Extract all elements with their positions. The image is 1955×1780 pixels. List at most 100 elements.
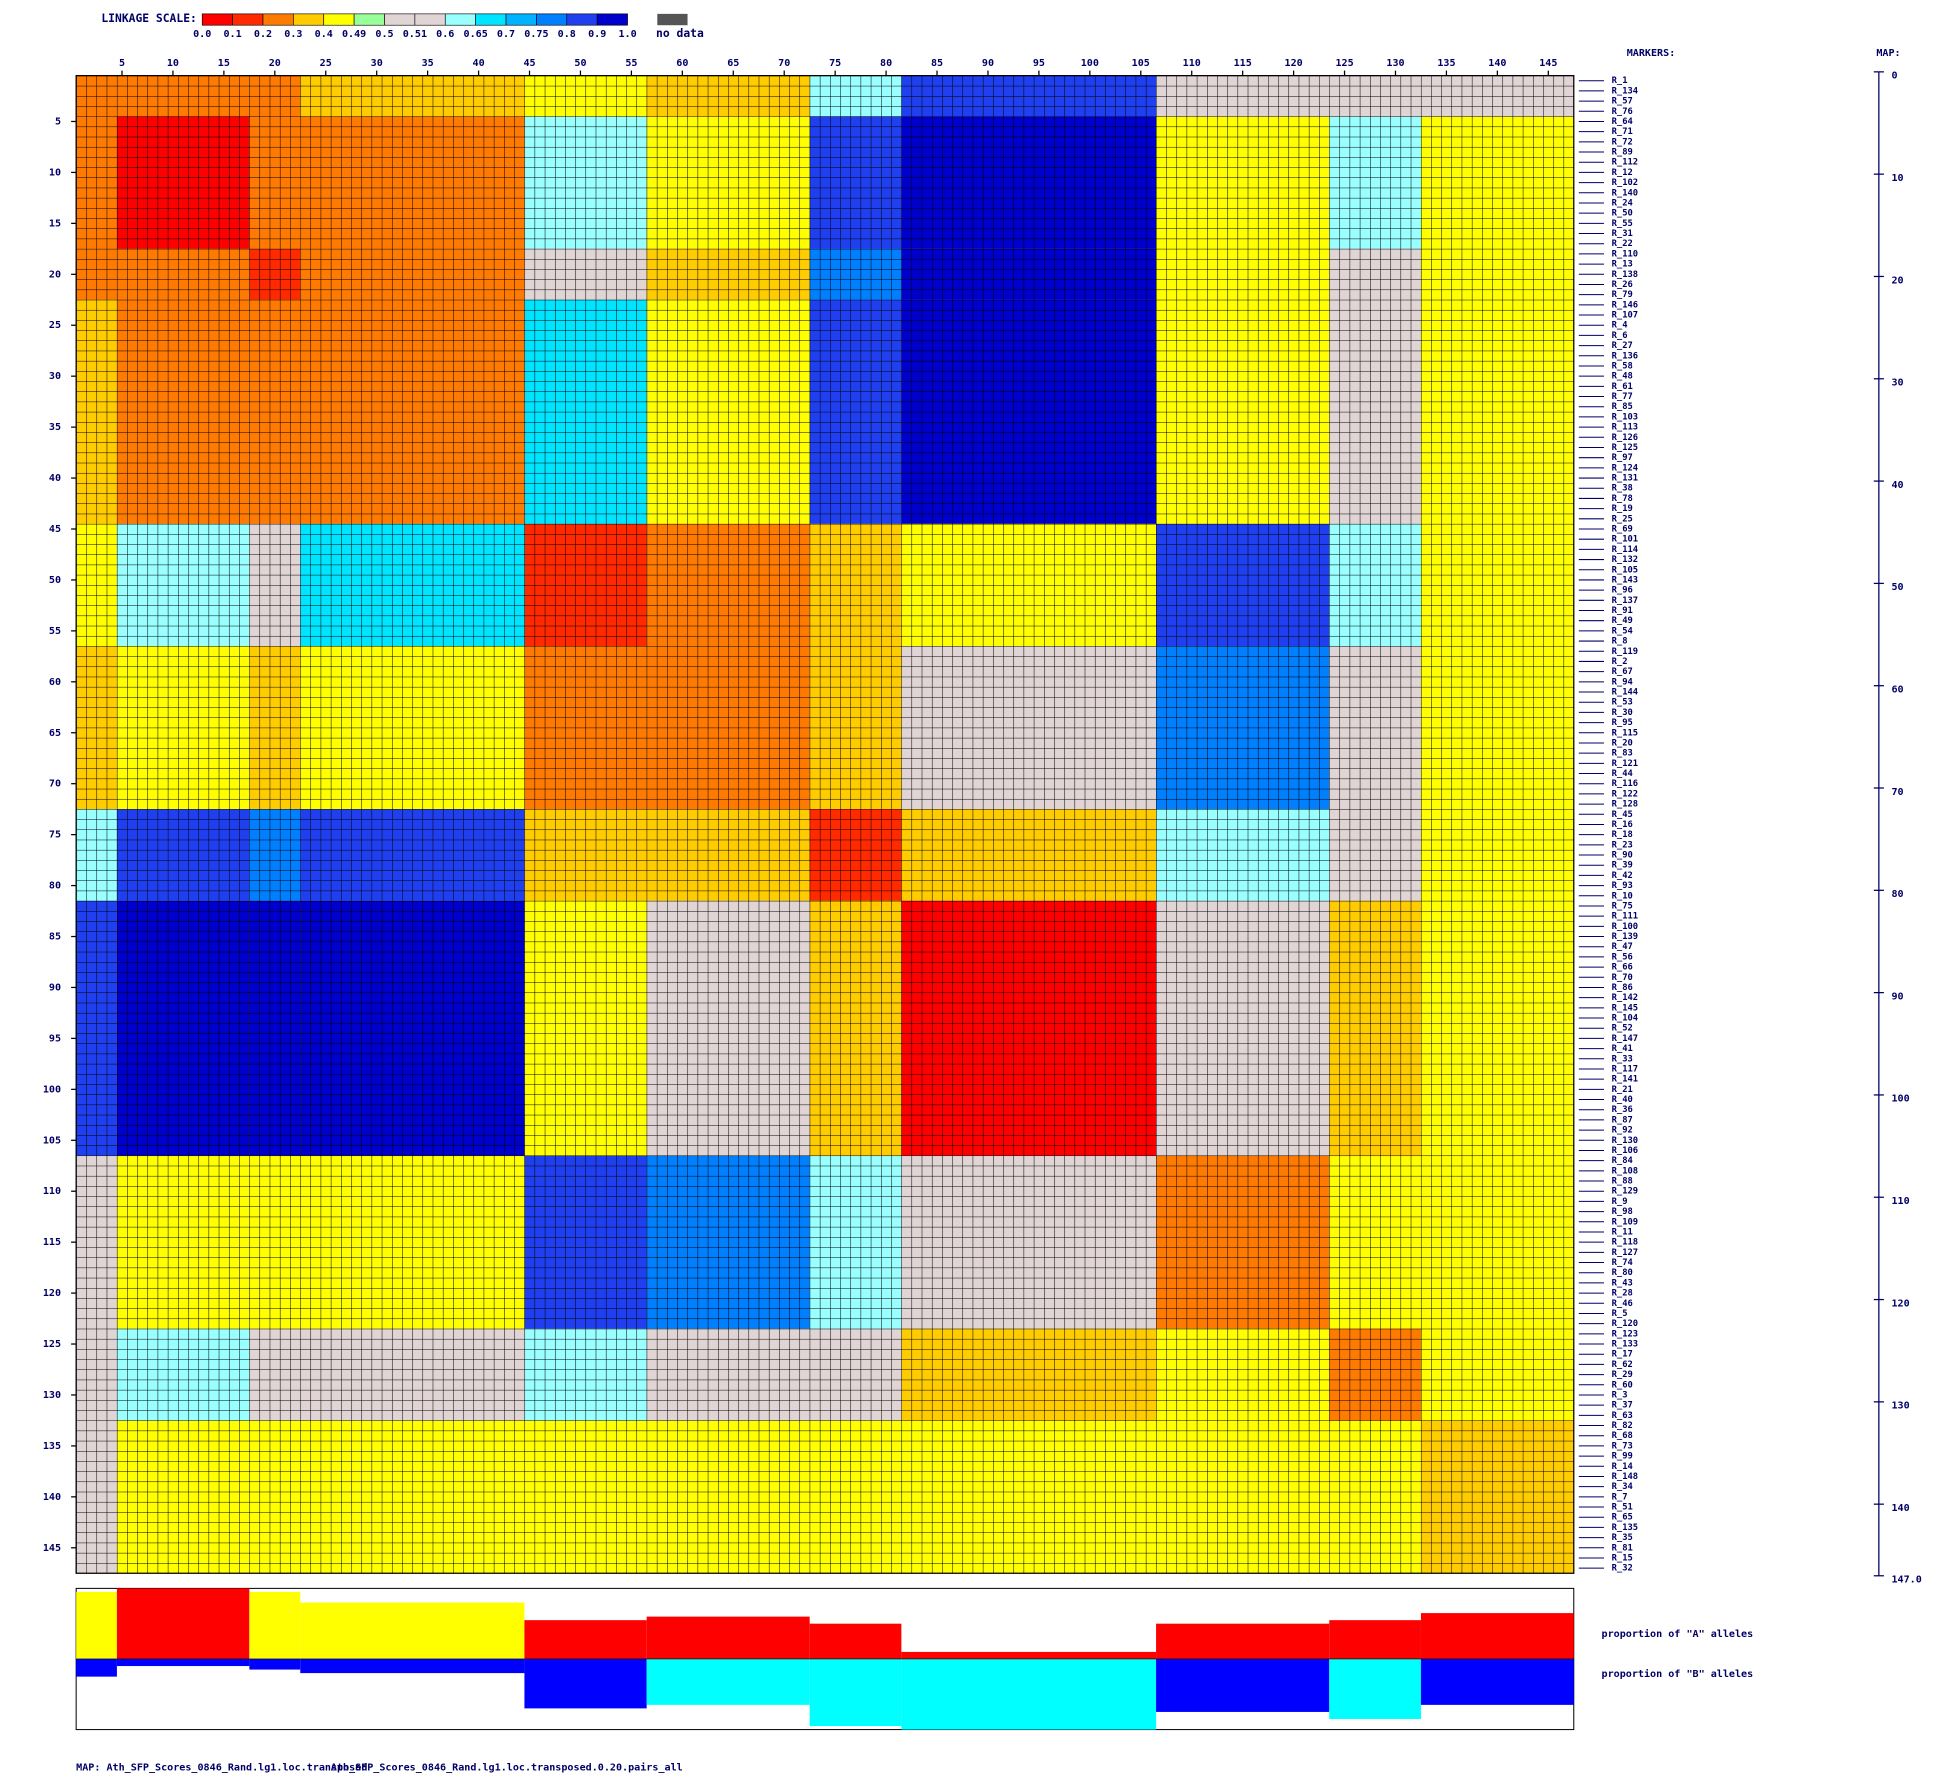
y-tick-label: 105 <box>43 1135 61 1146</box>
y-tick-label: 125 <box>43 1339 61 1350</box>
marker-label: R_144 <box>1612 688 1639 698</box>
marker-label: R_98 <box>1612 1207 1633 1217</box>
marker-label: R_33 <box>1612 1054 1633 1064</box>
marker-label: R_120 <box>1612 1319 1639 1329</box>
proportion-bar <box>1329 1658 1421 1719</box>
marker-label: R_7 <box>1612 1492 1628 1502</box>
marker-label: R_24 <box>1612 198 1633 208</box>
x-tick-label: 55 <box>625 58 637 69</box>
marker-label: R_61 <box>1612 382 1633 392</box>
proportion-bar <box>1420 1658 1574 1705</box>
marker-label: R_22 <box>1612 239 1633 249</box>
scale-tick-label: 0.2 <box>254 29 272 40</box>
y-tick-label: 45 <box>49 524 61 535</box>
proportion-bar <box>901 1651 1157 1659</box>
y-tick-label: 70 <box>49 779 61 790</box>
proportion-bar <box>76 1658 117 1677</box>
footer-text: Ath_SFP_Scores_0846_Rand.lg1.loc.transpo… <box>331 1761 683 1773</box>
marker-label: R_57 <box>1612 97 1633 107</box>
scale-swatch <box>201 13 233 26</box>
marker-label: R_111 <box>1612 912 1639 922</box>
marker-label: R_105 <box>1612 565 1639 575</box>
marker-label: R_15 <box>1612 1553 1633 1563</box>
x-tick-label: 120 <box>1285 58 1303 69</box>
marker-label: R_74 <box>1612 1258 1633 1268</box>
proportion-bar <box>646 1658 810 1705</box>
y-tick-label: 30 <box>49 371 61 382</box>
proportion-bar <box>116 1658 250 1667</box>
y-tick-label: 95 <box>49 1033 61 1044</box>
marker-label: R_148 <box>1612 1472 1639 1482</box>
marker-label: R_71 <box>1612 127 1633 137</box>
marker-label: R_95 <box>1612 718 1633 728</box>
marker-label: R_143 <box>1612 575 1639 585</box>
marker-label: R_66 <box>1612 963 1633 973</box>
marker-label: R_125 <box>1612 443 1639 453</box>
marker-label: R_106 <box>1612 1146 1639 1156</box>
y-tick-label: 85 <box>49 932 61 943</box>
x-tick-label: 15 <box>218 58 230 69</box>
scale-tick-label: 1.0 <box>618 29 636 40</box>
marker-label: R_77 <box>1612 392 1633 402</box>
scale-swatch <box>323 13 355 26</box>
marker-label: R_35 <box>1612 1533 1633 1543</box>
scale-swatch <box>566 13 598 26</box>
marker-label: R_40 <box>1612 1095 1633 1105</box>
marker-label: R_41 <box>1612 1044 1633 1054</box>
marker-label: R_127 <box>1612 1248 1639 1258</box>
y-tick-label: 75 <box>49 830 61 841</box>
scale-swatch <box>232 13 264 26</box>
marker-label: R_146 <box>1612 300 1639 310</box>
marker-label: R_82 <box>1612 1421 1633 1431</box>
map-tick-label: 10 <box>1891 173 1903 184</box>
marker-label: R_27 <box>1612 341 1633 351</box>
marker-label: R_133 <box>1612 1340 1639 1350</box>
y-tick-label: 25 <box>49 320 61 331</box>
proportion-bar <box>1329 1620 1421 1659</box>
marker-label: R_121 <box>1612 759 1639 769</box>
y-tick-label: 100 <box>43 1084 61 1095</box>
scale-swatch <box>505 13 537 26</box>
y-tick-label: 20 <box>49 269 61 280</box>
scale-tick-label: 0.0 <box>193 29 211 40</box>
map-tick-label: 90 <box>1891 991 1903 1002</box>
scale-tick-label: 0.75 <box>524 29 548 40</box>
marker-label: R_142 <box>1612 993 1639 1003</box>
marker-label: R_64 <box>1612 117 1633 127</box>
x-tick-label: 60 <box>676 58 688 69</box>
marker-label: R_32 <box>1612 1564 1633 1574</box>
marker-label: R_28 <box>1612 1289 1633 1299</box>
marker-label: R_75 <box>1612 901 1633 911</box>
x-tick-label: 5 <box>119 58 125 69</box>
map-tick-label: 20 <box>1891 275 1903 286</box>
x-tick-label: 65 <box>727 58 739 69</box>
marker-label: R_62 <box>1612 1360 1633 1370</box>
map-tick-label: 30 <box>1891 378 1903 389</box>
marker-label: R_5 <box>1612 1309 1628 1319</box>
marker-label: R_55 <box>1612 219 1633 229</box>
marker-label: R_39 <box>1612 861 1633 871</box>
marker-label: R_45 <box>1612 810 1633 820</box>
marker-label: R_126 <box>1612 433 1639 443</box>
scale-swatch <box>293 13 325 26</box>
marker-label: R_37 <box>1612 1401 1633 1411</box>
scale-tick-label: 0.8 <box>558 29 576 40</box>
marker-label: R_49 <box>1612 616 1633 626</box>
marker-label: R_83 <box>1612 749 1633 759</box>
marker-label: R_107 <box>1612 311 1639 321</box>
marker-label: R_47 <box>1612 942 1633 952</box>
x-tick-label: 90 <box>982 58 994 69</box>
marker-label: R_10 <box>1612 891 1633 901</box>
marker-label: R_6 <box>1612 331 1628 341</box>
marker-label: R_34 <box>1612 1482 1633 1492</box>
scale-tick-label: 0.3 <box>284 29 302 40</box>
scale-title: LINKAGE SCALE: <box>101 11 196 25</box>
marker-label: R_51 <box>1612 1503 1633 1513</box>
marker-label: R_29 <box>1612 1370 1633 1380</box>
marker-label: R_38 <box>1612 484 1633 494</box>
marker-label: R_123 <box>1612 1329 1639 1339</box>
proportion-legend: proportion of "B" alleles <box>1602 1668 1754 1680</box>
map-tick-label: 120 <box>1891 1298 1909 1309</box>
marker-label: R_104 <box>1612 1014 1639 1024</box>
marker-label: R_130 <box>1612 1136 1639 1146</box>
